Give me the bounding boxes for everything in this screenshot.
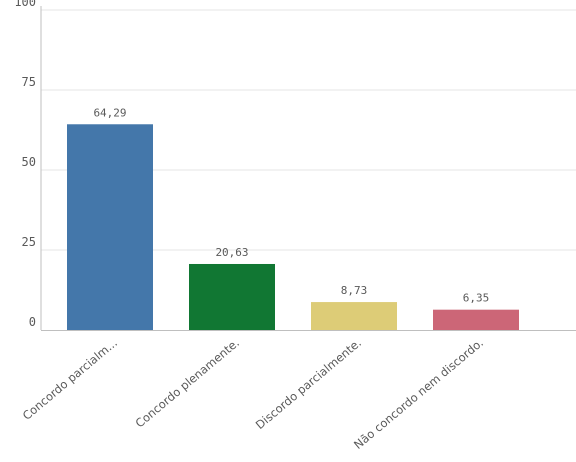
y-axis-ticks: 0 25 50 75 100 [14,0,36,329]
x-tick-label: Discordo parcialmente. [253,336,364,432]
bar[interactable] [67,124,153,330]
data-label: 6,35 [463,292,490,305]
y-tick-label: 0 [29,315,36,329]
bar[interactable] [189,263,275,330]
data-label: 20,63 [215,246,248,259]
data-label: 8,73 [341,284,368,297]
x-tick-label: Concordo parcialm... [20,336,120,423]
x-tick-label: Concordo plenamente. [133,336,242,431]
y-tick-label: 75 [22,75,36,89]
bars [67,124,519,330]
bar[interactable] [311,302,397,330]
data-label: 64,29 [93,106,126,119]
y-tick-label: 25 [22,235,36,249]
bar[interactable] [433,309,519,330]
y-tick-label: 100 [14,0,36,9]
x-axis-labels: Concordo parcialm... Concordo plenamente.… [20,336,486,452]
y-tick-label: 50 [22,155,36,169]
x-tick-label: Não concordo nem discordo. [351,336,486,452]
data-labels: 64,29 20,63 8,73 6,35 [93,106,489,304]
